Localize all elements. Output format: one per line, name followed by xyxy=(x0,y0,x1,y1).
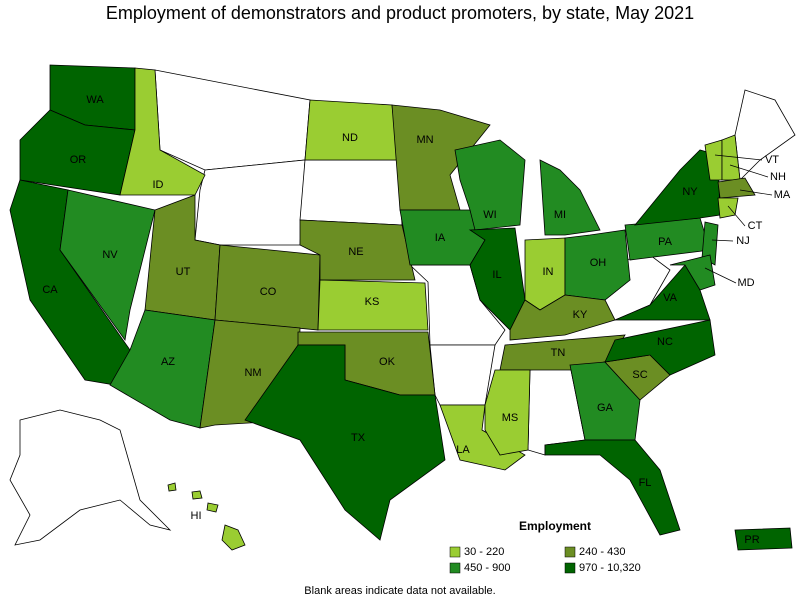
state-label: NJ xyxy=(736,235,749,247)
state-label: PA xyxy=(658,236,673,248)
state-label: SC xyxy=(632,369,647,381)
state xyxy=(484,369,531,456)
state-blank xyxy=(734,89,796,181)
state-label: NY xyxy=(682,186,698,198)
map-title: Employment of demonstrators and product … xyxy=(106,3,694,23)
state-label: NV xyxy=(102,249,118,261)
legend-swatch xyxy=(564,546,576,558)
state-label: FL xyxy=(639,477,652,489)
state-label: OK xyxy=(379,356,396,368)
state-label: MA xyxy=(774,189,791,201)
legend-title: Employment xyxy=(519,519,591,533)
state-label: MI xyxy=(554,209,566,221)
state-label: VA xyxy=(663,292,678,304)
legend-swatch xyxy=(564,562,576,574)
state xyxy=(717,197,739,219)
hawaii-island xyxy=(167,482,177,492)
state xyxy=(304,99,399,161)
legend: 30 - 220 240 - 430 450 - 900 970 - 10,320 xyxy=(449,546,641,574)
state xyxy=(701,221,719,266)
state-label: WA xyxy=(86,94,104,106)
state-label: AZ xyxy=(161,356,175,368)
state-label: IA xyxy=(435,232,446,244)
state xyxy=(119,67,206,196)
state xyxy=(59,189,156,342)
state-label: WI xyxy=(483,209,496,221)
state-label: ND xyxy=(342,132,358,144)
state-label: KS xyxy=(365,296,380,308)
legend-swatch xyxy=(449,546,461,558)
leader-line xyxy=(711,239,734,242)
state-blank xyxy=(154,69,311,171)
leader-line xyxy=(714,154,763,161)
state-label: UT xyxy=(176,266,191,278)
leader-line xyxy=(727,205,746,227)
state-blank xyxy=(9,409,172,546)
state-label: GA xyxy=(597,402,614,414)
state xyxy=(544,439,681,536)
state xyxy=(669,254,716,291)
state-label: MD xyxy=(737,277,754,289)
state-label: IL xyxy=(492,269,501,281)
state xyxy=(509,294,616,341)
legend-label: 450 - 900 xyxy=(464,562,510,574)
state xyxy=(454,139,526,231)
state-label: CT xyxy=(748,220,763,232)
state xyxy=(244,344,446,541)
legend-label: 30 - 220 xyxy=(464,546,504,558)
state-label: IN xyxy=(543,266,554,278)
state-blank xyxy=(194,159,306,246)
state xyxy=(468,227,526,331)
leader-line xyxy=(739,189,773,196)
states xyxy=(9,64,796,551)
state-label: ID xyxy=(153,179,164,191)
state-label: NC xyxy=(657,336,673,348)
leader-line xyxy=(704,267,737,284)
footnote: Blank areas indicate data not available. xyxy=(304,585,495,597)
state-label: KY xyxy=(573,309,588,321)
state xyxy=(539,159,601,236)
state-label: NE xyxy=(348,246,363,258)
state-label: NH xyxy=(770,171,786,183)
state xyxy=(221,524,246,551)
state xyxy=(734,527,793,551)
state-label: MS xyxy=(502,412,519,424)
hawaii-island xyxy=(206,502,219,513)
legend-label: 970 - 10,320 xyxy=(579,562,641,574)
state-label: LA xyxy=(456,444,470,456)
state-label: CA xyxy=(42,284,58,296)
hawaii-island xyxy=(191,490,203,500)
state-label: TX xyxy=(351,432,366,444)
state-blank xyxy=(299,159,403,226)
state-blank xyxy=(429,344,496,406)
legend-swatch xyxy=(449,562,461,574)
state-label: OR xyxy=(70,154,87,166)
state-label: CO xyxy=(260,286,277,298)
legend-label: 240 - 430 xyxy=(579,546,625,558)
state-label: OH xyxy=(590,257,607,269)
state xyxy=(317,279,429,331)
state-label: TN xyxy=(551,347,566,359)
state xyxy=(717,177,756,199)
state-label: PR xyxy=(744,534,759,546)
state-label: HI xyxy=(191,510,202,522)
state-label: MN xyxy=(416,134,433,146)
state-label: VT xyxy=(765,154,779,166)
state-label: NM xyxy=(244,367,261,379)
state-labels: WA OR CA NV ID UT AZ CO NM ND NE KS OK TX MN IA LA WI IL MI… xyxy=(42,94,791,546)
leader-line xyxy=(729,164,769,178)
